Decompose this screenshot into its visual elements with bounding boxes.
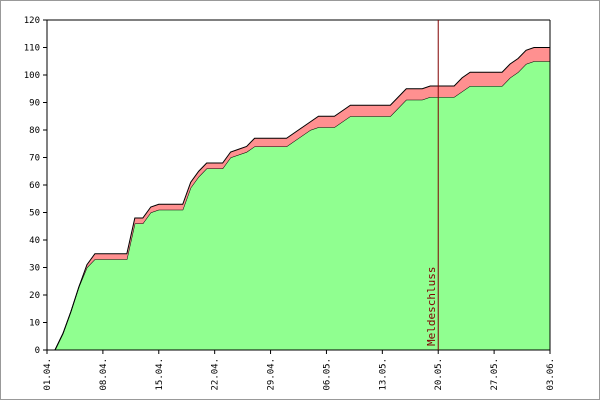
x-tick-label: 29.04. [267,358,277,391]
y-tick-label: 50 [29,209,40,219]
y-tick-label: 40 [29,236,40,246]
x-tick-label: 01.04. [43,358,53,391]
x-tick-label: 08.04. [99,358,109,391]
annotation-label: Meldeschluss [425,267,438,346]
x-tick-label: 20.05. [434,358,444,391]
x-tick-label: 03.06. [546,358,556,391]
y-tick-label: 60 [29,181,40,191]
y-tick-label: 80 [29,126,40,136]
x-tick-label: 22.04. [211,358,221,391]
y-tick-label: 70 [29,154,40,164]
y-tick-label: 90 [29,99,40,109]
y-tick-label: 110 [24,44,40,54]
y-tick-label: 0 [35,346,40,356]
y-tick-label: 20 [29,291,40,301]
y-tick-label: 30 [29,264,40,274]
x-tick-label: 15.04. [155,358,165,391]
area-outline [54,47,550,351]
y-tick-label: 120 [24,16,40,26]
area [54,61,550,350]
x-tick-label: 27.05. [490,358,500,391]
x-tick-label: 13.05. [378,358,388,391]
x-tick-label: 06.05. [322,358,332,391]
area [54,47,550,350]
y-tick-label: 100 [24,71,40,81]
y-tick-label: 10 [29,319,40,329]
